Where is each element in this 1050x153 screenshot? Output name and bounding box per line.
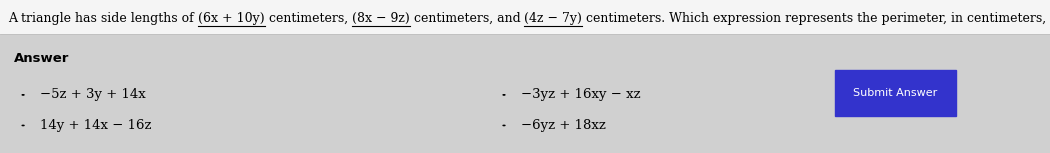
FancyBboxPatch shape [0,0,1050,34]
Text: (4z − 7y): (4z − 7y) [524,12,583,25]
Text: −5z + 3y + 14x: −5z + 3y + 14x [40,88,146,101]
Text: −6yz + 18xz: −6yz + 18xz [521,119,606,132]
Text: centimeters,: centimeters, [265,12,352,25]
Text: (6x + 10y): (6x + 10y) [198,12,265,25]
Text: −3yz + 16xy − xz: −3yz + 16xy − xz [521,88,640,101]
Text: centimeters. Which expression represents the perimeter, in centimeters, of the t: centimeters. Which expression represents… [583,12,1050,25]
Text: A triangle has side lengths of: A triangle has side lengths of [8,12,198,25]
Text: (8x − 9z): (8x − 9z) [352,12,410,25]
Text: centimeters, and: centimeters, and [410,12,524,25]
Text: Answer: Answer [14,52,69,65]
Text: 14y + 14x − 16z: 14y + 14x − 16z [40,119,151,132]
Text: Submit Answer: Submit Answer [853,88,938,98]
